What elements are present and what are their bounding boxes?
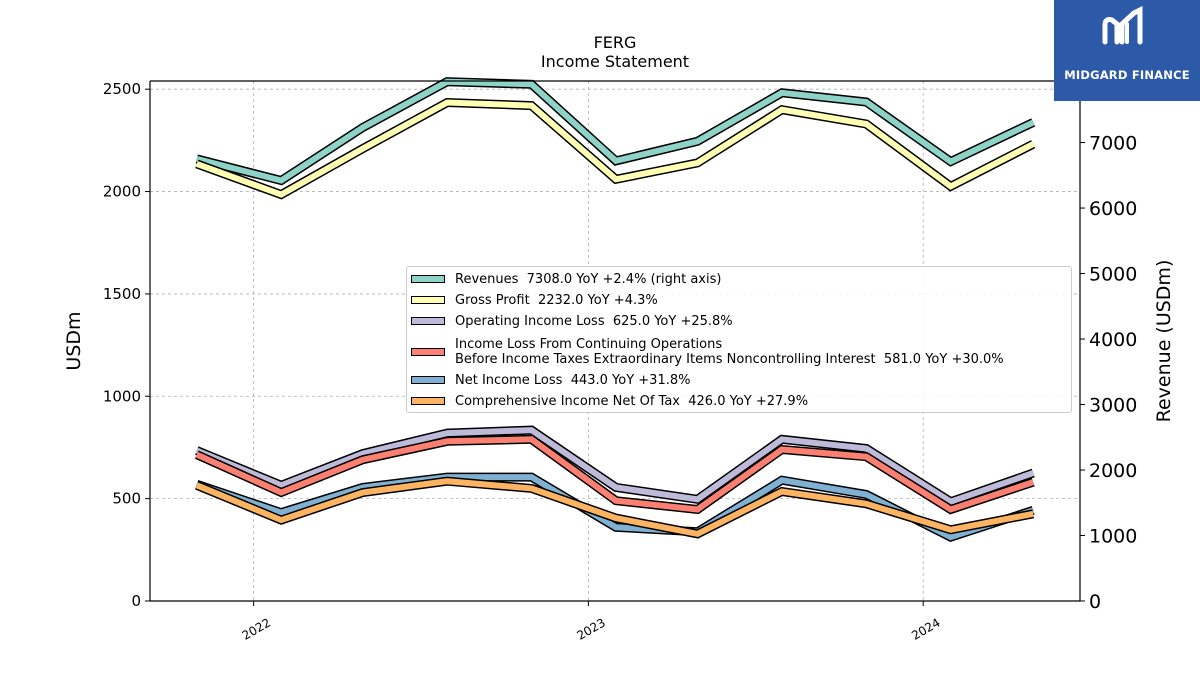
y-tick-label-right: 6000 (1089, 198, 1137, 220)
series-line-comprehensive-income-net-of-tax (195, 478, 1034, 538)
y-tick-label-left: 0 (131, 592, 141, 610)
y-axis-label-left: USDm (63, 311, 85, 370)
legend-swatch (411, 376, 445, 384)
legend-label: Gross Profit 2232.0 YoY +4.3% (455, 293, 658, 308)
y-tick-label-left: 500 (112, 490, 141, 508)
y-axis-label-right: Revenue (USDm) (1153, 260, 1175, 423)
series-line-operating-income-loss (195, 427, 1035, 506)
y-tick-label-right: 5000 (1089, 264, 1137, 286)
x-tick-label: 2023 (574, 615, 607, 642)
y-tick-label-left: 2000 (103, 183, 141, 201)
y-tick-label-left: 1500 (103, 285, 141, 303)
series-line-gross-profit (195, 99, 1035, 198)
legend-label: Net Income Loss 443.0 YoY +31.8% (455, 373, 691, 388)
chart-legend: Revenues 7308.0 YoY +2.4% (right axis) Gr… (406, 266, 1072, 413)
legend-label: Comprehensive Income Net Of Tax 426.0 Yo… (455, 394, 809, 409)
legend-swatch (411, 296, 445, 304)
legend-swatch (411, 348, 445, 356)
y-tick-label-right: 0 (1089, 591, 1101, 613)
y-tick-label-right: 2000 (1089, 460, 1137, 482)
chart-title: FERG (593, 33, 637, 52)
legend-label: Income Loss From Continuing Operations B… (455, 337, 1004, 367)
y-tick-label-left: 2500 (103, 80, 141, 98)
legend-swatch (411, 397, 445, 405)
chart-subtitle: Income Statement (540, 52, 690, 71)
series-outline-operating-income-loss (195, 425, 1035, 507)
x-tick-label: 2024 (909, 615, 942, 642)
legend-label: Operating Income Loss 625.0 YoY +25.8% (455, 314, 733, 329)
y-tick-label-right: 3000 (1089, 395, 1137, 417)
series-line-income-loss-from-continuing-operations-b (195, 436, 1035, 513)
logo-text: MIDGARD FINANCE (1064, 68, 1190, 82)
legend-swatch (411, 275, 445, 283)
y-tick-label-right: 7000 (1089, 133, 1137, 155)
legend-swatch (411, 317, 445, 325)
midgard-finance-logo: MIDGARD FINANCE (1054, 0, 1200, 101)
logo-mark-icon (1102, 5, 1143, 45)
y-tick-label-right: 4000 (1089, 329, 1137, 351)
y-tick-label-left: 1000 (103, 387, 141, 405)
y-tick-label-right: 1000 (1089, 526, 1137, 548)
x-tick-label: 2022 (240, 615, 273, 642)
series-line-revenues (196, 78, 1035, 184)
legend-label: Revenues 7308.0 YoY +2.4% (right axis) (455, 272, 722, 287)
